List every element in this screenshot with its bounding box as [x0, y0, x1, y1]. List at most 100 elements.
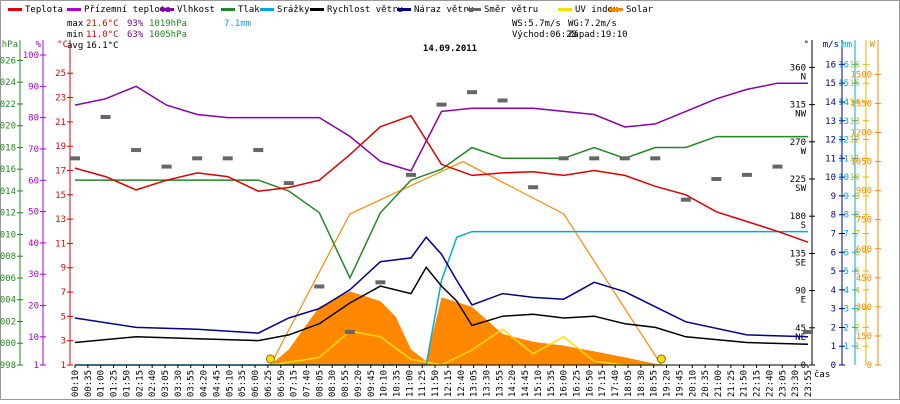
- x-tick-label: 09:45: [367, 370, 377, 397]
- axis-mm-unit: mm: [841, 40, 852, 50]
- axis-ms-tick-label: 5: [831, 267, 836, 277]
- axis-pct-tick-label: 1: [34, 361, 39, 371]
- plot-area: [70, 82, 813, 366]
- axis-uv-tick-label: 11: [849, 154, 860, 164]
- stat-max-temp: 21.6°C: [86, 19, 119, 29]
- axis-uv-tick-label: 6: [855, 248, 860, 258]
- legend-swatch: [221, 8, 235, 11]
- x-tick-label: 12:15: [444, 370, 454, 397]
- axis-ms-tick-label: 12: [825, 136, 836, 146]
- axis-pct-tick-label: 20: [28, 302, 39, 312]
- axis-pct-tick-label: 60: [28, 176, 39, 186]
- axis-hpa-tick-label: 1008: [0, 252, 16, 262]
- axis-mm-tick-label: 4: [844, 286, 849, 296]
- wind-direction-mark: [70, 156, 80, 161]
- axis-ms-tick-label: 3: [831, 305, 836, 315]
- axis-uv-tick-label: 7: [855, 229, 860, 239]
- series-temperature: [74, 114, 809, 243]
- axis-deg-tick-label: 225: [790, 175, 806, 185]
- x-tick-label: 17:40: [611, 370, 621, 397]
- axis-temp-tick-label: 13: [55, 215, 66, 225]
- axis-w-unit: W: [870, 40, 876, 50]
- axis-temp-tick-label: 23: [55, 94, 66, 104]
- x-tick-label: 06:00: [251, 370, 261, 397]
- x-tick-label: 15:10: [534, 370, 544, 397]
- axis-ms-tick-label: 13: [825, 117, 836, 127]
- x-tick-label: 07:40: [302, 370, 312, 397]
- x-tick-label: 15:35: [547, 370, 557, 397]
- series-solar-max: [269, 160, 662, 366]
- x-tick-label: 16:00: [560, 370, 570, 397]
- stat-min-pres: 1005hPa: [149, 30, 187, 40]
- axis-mm-tick-label: 13: [838, 117, 849, 127]
- axis-mm-tick-label: 3: [844, 305, 849, 315]
- wind-direction-mark: [314, 284, 325, 289]
- x-tick-label: 08:05: [315, 370, 325, 397]
- axis-mm-tick-label: 12: [838, 136, 849, 146]
- x-tick-label: 20:35: [701, 370, 711, 397]
- legend-label: Teplota: [25, 5, 63, 15]
- axis-hpa-tick-label: 1024: [0, 78, 16, 88]
- wind-direction-mark: [344, 329, 355, 334]
- x-tick-label: 11:50: [431, 370, 441, 397]
- series-solar: [270, 291, 662, 365]
- axis-temp-tick-label: 7: [61, 288, 66, 298]
- axis-hpa-tick-label: 1026: [0, 56, 16, 66]
- axis-mm-tick-label: 5: [844, 267, 849, 277]
- wind-direction-mark: [192, 156, 203, 161]
- axis-hpa-tick-label: 1014: [0, 187, 16, 197]
- axis-ms-tick-label: 6: [831, 248, 836, 258]
- axis-uv-tick-label: 14: [849, 98, 860, 108]
- x-tick-label: 21:50: [740, 370, 750, 397]
- axis-w-tick-label: 150: [856, 332, 872, 342]
- x-tick-label: 11:00: [405, 370, 415, 397]
- x-tick-label: 02:40: [148, 370, 158, 397]
- x-tick-label: 21:25: [727, 370, 737, 397]
- axis-deg-dir-label: W: [801, 147, 807, 157]
- axis-uv-tick-label: 10: [849, 173, 860, 183]
- axis-temp-tick-label: 1: [61, 361, 66, 371]
- legend-label: Srážky: [277, 5, 310, 15]
- axis-ms-tick-label: 14: [825, 98, 836, 108]
- stat-avg-temp: 16.1°C: [86, 41, 119, 51]
- axes: hPa9981000100210041006100810101012101410…: [0, 40, 881, 371]
- wind-direction-mark: [589, 156, 600, 161]
- axis-pct-tick-label: 40: [28, 239, 39, 249]
- axis-deg-dir-label: N: [801, 72, 806, 82]
- x-tick-label: 16:25: [573, 370, 583, 397]
- axis-mm-tick-label: 8: [844, 211, 849, 221]
- x-tick-label: 13:05: [470, 370, 480, 397]
- axis-temp-tick-label: 11: [55, 239, 66, 249]
- stat-min-hum: 63%: [127, 30, 144, 40]
- legend-swatch: [558, 8, 572, 11]
- axis-ms-tick-label: 4: [831, 286, 836, 296]
- axis-w-tick-label: 1350: [850, 99, 872, 109]
- x-tick-label: 01:50: [122, 370, 132, 397]
- wind-direction-mark: [467, 90, 478, 95]
- wind-direction-mark: [528, 185, 539, 190]
- axis-deg-dir-label: E: [801, 296, 806, 306]
- wind-direction-mark: [680, 197, 691, 202]
- axis-pct-tick-label: 100: [23, 51, 39, 61]
- legend-label: UV index: [575, 5, 619, 15]
- stats-block: max 21.6°C 93% 1019hPa 7.1mm min 11.0°C …: [67, 19, 628, 51]
- axis-deg-dir-label: NW: [795, 110, 806, 120]
- wind-direction-mark: [619, 156, 630, 161]
- legend-swatch: [160, 8, 174, 11]
- series-wind-speed: [74, 265, 809, 346]
- axis-temp-tick-label: 19: [55, 142, 66, 152]
- axis-uv-tick-label: 2: [855, 323, 860, 333]
- wind-direction-mark: [436, 102, 447, 107]
- axis-ms-unit: m/s: [823, 40, 839, 50]
- axis-uv-tick-label: 15: [849, 79, 860, 89]
- axis-deg-dir-label: SE: [795, 258, 806, 268]
- wind-direction-mark: [650, 156, 661, 161]
- axis-uv-tick-label: 16: [849, 60, 860, 70]
- sun-marker: [656, 354, 666, 364]
- wind-direction-mark: [283, 181, 294, 186]
- wind-direction-mark: [161, 164, 172, 169]
- axis-mm-tick-label: 6: [844, 248, 849, 258]
- wind-direction-mark: [375, 280, 386, 285]
- wind-direction-mark: [100, 115, 111, 119]
